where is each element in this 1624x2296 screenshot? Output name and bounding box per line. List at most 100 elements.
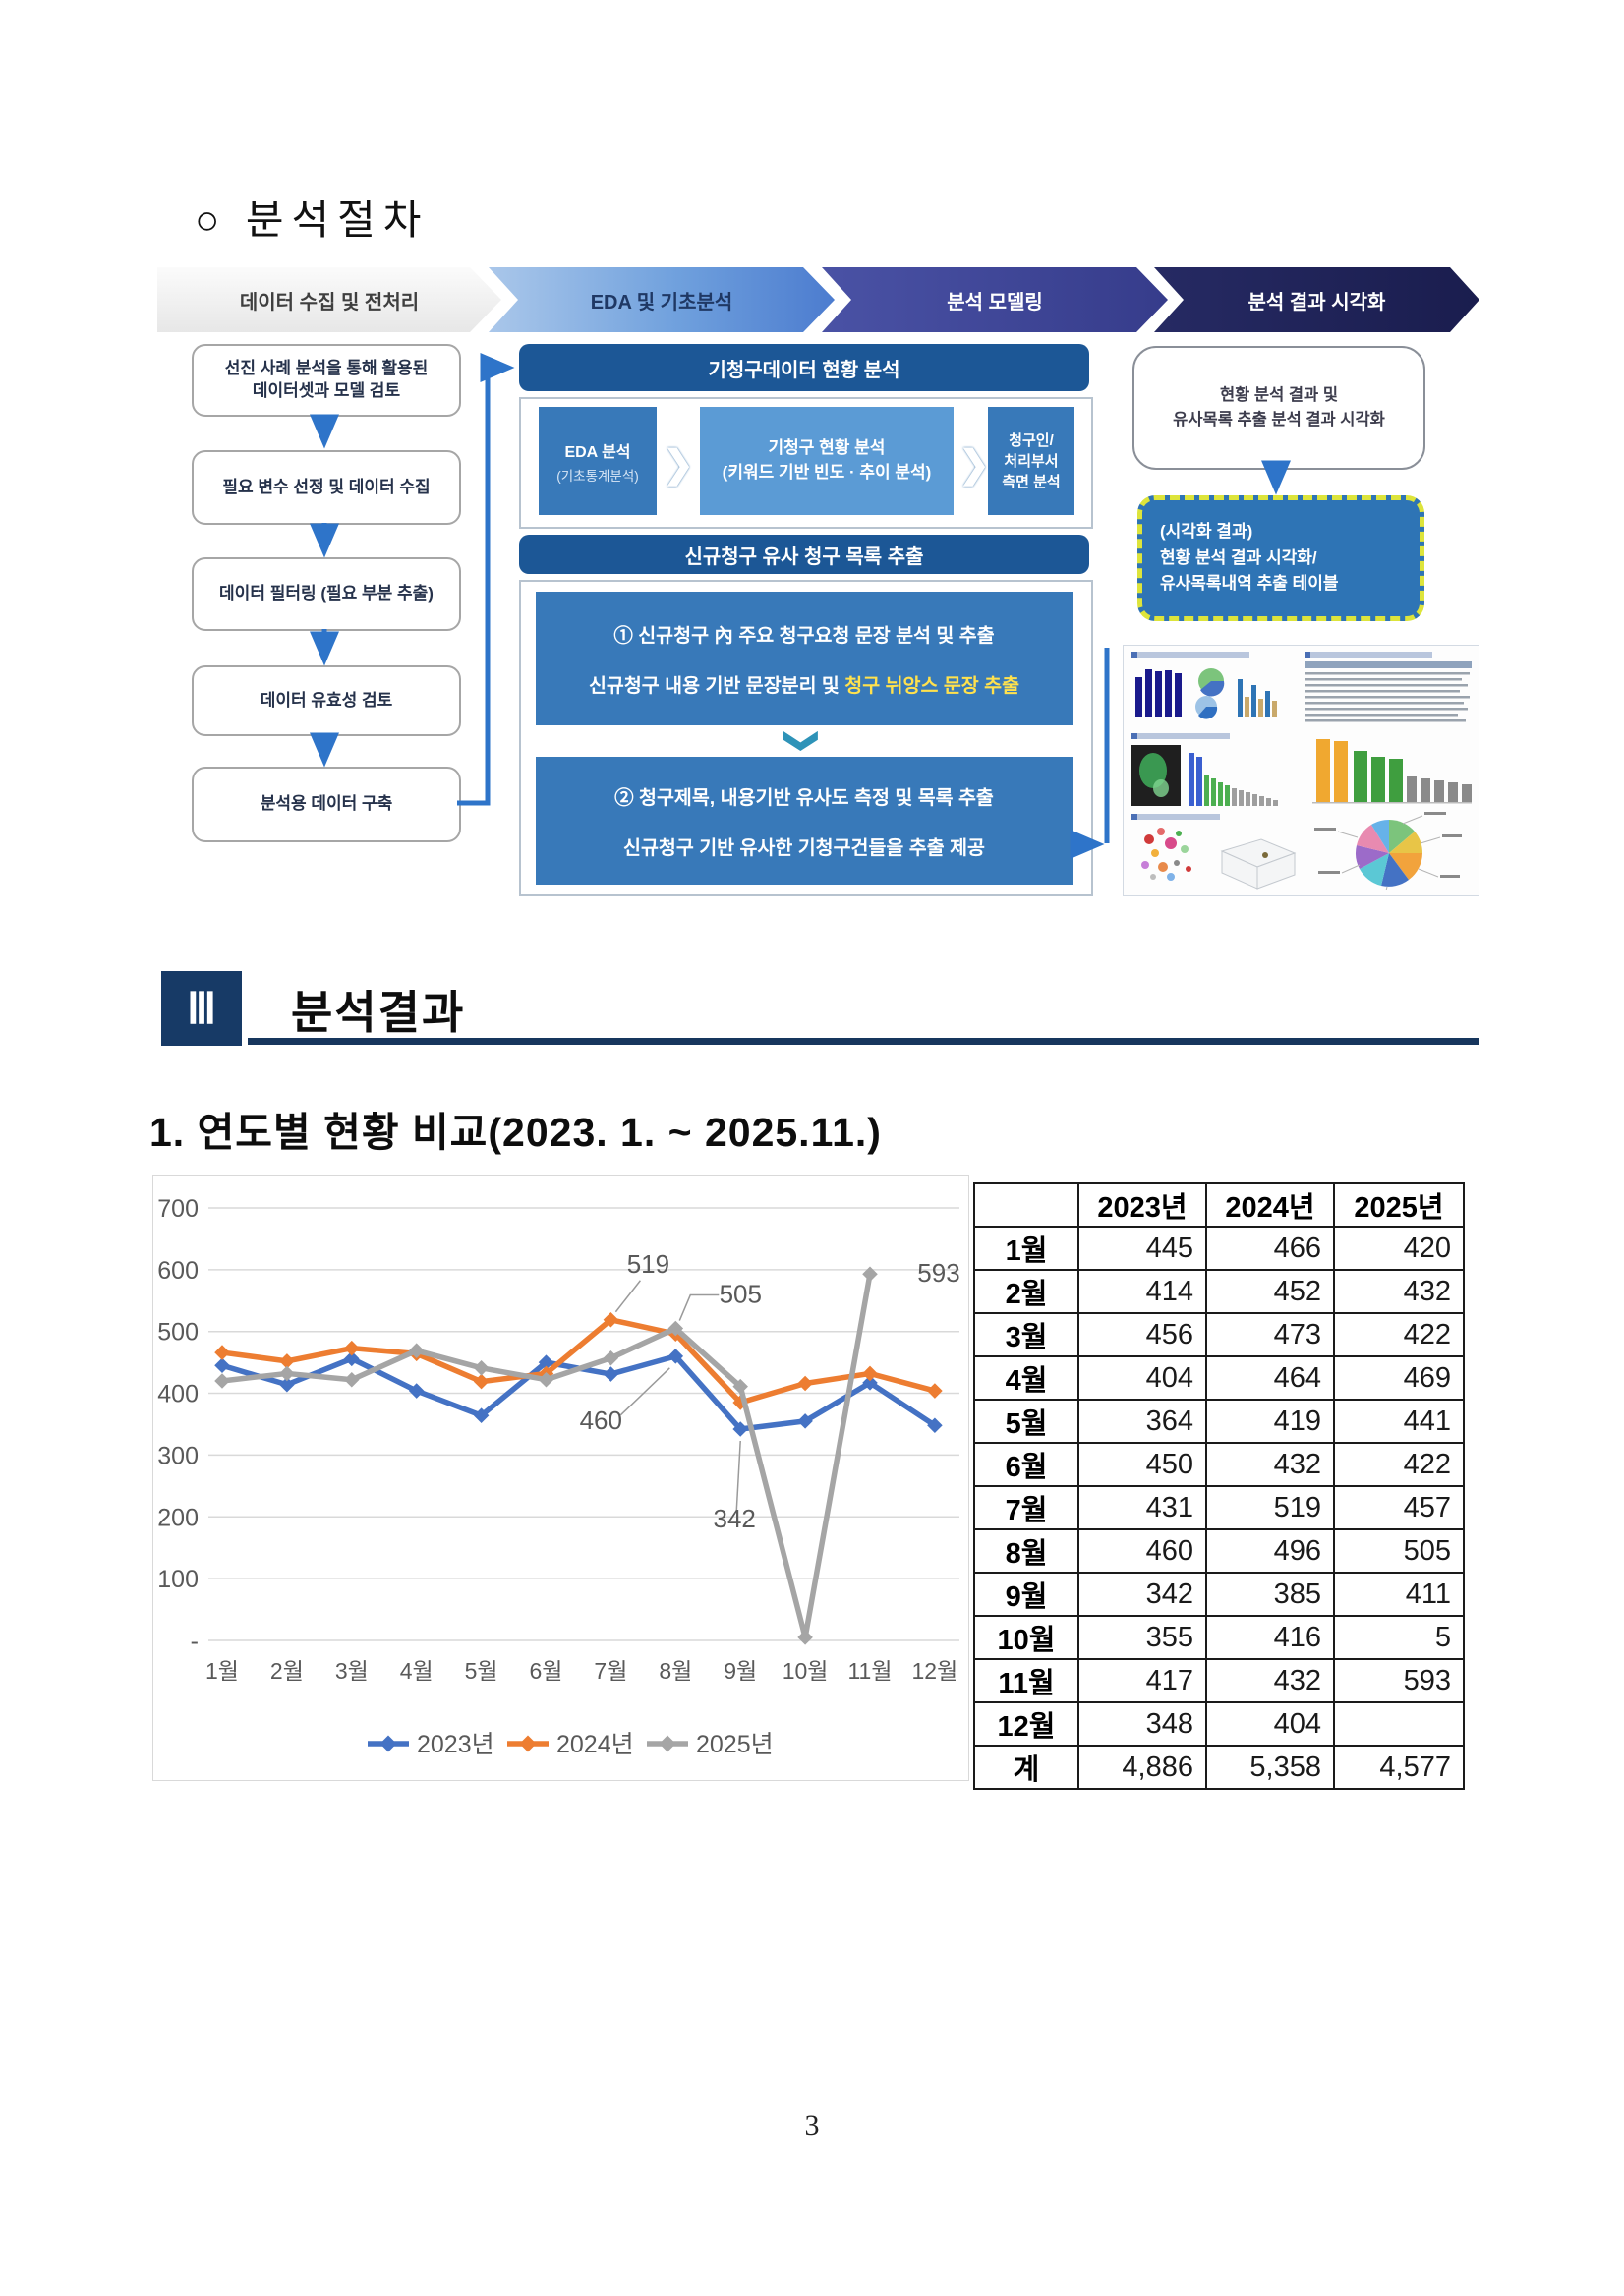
task2-line2: 신규청구 기반 유사한 기청구건들을 추출 제공: [623, 837, 985, 859]
svg-text:200: 200: [157, 1504, 199, 1531]
table-value-cell: 469: [1333, 1355, 1465, 1401]
table-value-cell: 416: [1205, 1615, 1335, 1660]
claimant-department-box: 청구인/ 처리부서 측면 분석: [988, 407, 1074, 515]
svg-text:2023년: 2023년: [417, 1731, 494, 1758]
step-select-variables: 필요 변수 선정 및 데이터 수집: [192, 450, 461, 525]
table-value-cell: 473: [1205, 1312, 1335, 1357]
monthly-trend-line-chart: 700 600 500 400 300 200 100 -1월 2월 3월 4월 5월 6월 7월 8월 9월…: [152, 1175, 969, 1781]
table-value-cell: 457: [1333, 1485, 1465, 1530]
thumbnail-scatter-map: [1128, 812, 1301, 891]
thumbnail-result-table: [1303, 650, 1476, 729]
phase-chevron-modeling: 분석 모델링: [822, 267, 1168, 332]
existing-claims-analysis-header: 기청구데이터 현황 분석: [519, 344, 1089, 391]
page-number: 3: [804, 2109, 820, 2142]
table-month-cell: 6월: [973, 1442, 1079, 1487]
svg-text:5월: 5월: [465, 1658, 498, 1684]
table-value-cell: 452: [1205, 1269, 1335, 1314]
table-value-cell: 456: [1077, 1312, 1207, 1357]
task2-line1: ② 청구제목, 내용기반 유사도 측정 및 목록 추출: [614, 787, 994, 809]
table-row: 10월 355 416 5: [973, 1615, 1465, 1660]
phase-chevron-data-collection: 데이터 수집 및 전처리: [157, 267, 501, 332]
table-header-cell: 2023년: [1077, 1182, 1207, 1228]
table-value-cell: 460: [1077, 1528, 1207, 1574]
result-thumbnails-panel: [1123, 645, 1479, 896]
svg-text:-: -: [191, 1628, 199, 1655]
table-month-cell: 10월: [973, 1615, 1079, 1660]
svg-text:10월: 10월: [783, 1658, 829, 1684]
svg-text:2월: 2월: [270, 1658, 304, 1684]
table-value-cell: 420: [1333, 1226, 1465, 1271]
svg-text:505: 505: [720, 1280, 762, 1309]
svg-text:2024년: 2024년: [556, 1731, 634, 1758]
table-value-cell: 432: [1205, 1658, 1335, 1703]
monthly-data-table: 2023년 2024년 2025년 1월 445 466 420 2월 414 452 432 3월 4…: [973, 1182, 1465, 1790]
table-value-cell: 593: [1333, 1658, 1465, 1703]
table-value-cell: 450: [1077, 1442, 1207, 1487]
table-row: 6월 450 432 422: [973, 1442, 1465, 1487]
svg-text:11월: 11월: [847, 1658, 892, 1684]
chevron-right-icon: ❯: [663, 444, 694, 486]
table-value-cell: 5: [1333, 1615, 1465, 1660]
eda-analysis-box: EDA 분석 (기초통계분석): [539, 407, 657, 515]
table-month-cell: 9월: [973, 1572, 1079, 1617]
section-numeral: Ⅲ: [186, 984, 217, 1033]
chevron-down-icon: ❯: [783, 726, 822, 756]
svg-text:593: 593: [917, 1258, 959, 1288]
table-value-cell: 441: [1333, 1399, 1465, 1444]
table-row: 3월 456 473 422: [973, 1312, 1465, 1357]
table-value-cell: 432: [1333, 1269, 1465, 1314]
table-row: 7월 431 519 457: [973, 1485, 1465, 1530]
table-month-cell: 12월: [973, 1701, 1079, 1747]
table-row: 1월 445 466 420: [973, 1226, 1465, 1271]
similar-claims-extraction-header: 신규청구 유사 청구 목록 추출: [519, 535, 1089, 574]
task1-line2: 신규청구 내용 기반 문장분리 및 청구 뉘앙스 문장 추출: [588, 675, 1020, 697]
table-value-cell: 417: [1077, 1658, 1207, 1703]
visualization-summary-box: 현황 분석 결과 및 유사목록 추출 분석 결과 시각화: [1132, 346, 1425, 470]
table-value-cell: 422: [1333, 1442, 1465, 1487]
section-underline: [248, 1038, 1479, 1045]
svg-text:519: 519: [627, 1249, 669, 1279]
highlighted-text: 청구 뉘앙스 문장 추출: [844, 675, 1020, 697]
svg-text:4월: 4월: [400, 1658, 434, 1684]
table-value-cell: 466: [1205, 1226, 1335, 1271]
table-value-cell: 355: [1077, 1615, 1207, 1660]
svg-text:300: 300: [157, 1442, 199, 1469]
section-title: 분석결과: [291, 987, 466, 1038]
chevron-right-icon: ❯: [958, 444, 990, 486]
eda-box-title: EDA 분석: [564, 443, 631, 461]
table-value-cell: 496: [1205, 1528, 1335, 1574]
table-value-cell: 4,886: [1077, 1745, 1207, 1790]
table-value-cell: 431: [1077, 1485, 1207, 1530]
similarity-measure-task-box: ② 청구제목, 내용기반 유사도 측정 및 목록 추출 신규청구 기반 유사한 …: [536, 757, 1073, 885]
table-value-cell: 404: [1205, 1701, 1335, 1747]
page-section-heading: ○ 분석절차: [195, 199, 430, 244]
table-header-cell: [973, 1182, 1079, 1228]
table-value-cell: 505: [1333, 1528, 1465, 1574]
svg-text:1월: 1월: [205, 1658, 239, 1684]
line-chart-svg: 700 600 500 400 300 200 100 -1월 2월 3월 4월 5월 6월 7월 8월 9월…: [157, 1195, 959, 1758]
table-month-cell: 11월: [973, 1658, 1079, 1703]
subsection-title: 1. 연도별 현황 비교(2023. 1. ~ 2025.11.): [149, 1110, 882, 1155]
table-value-cell: 445: [1077, 1226, 1207, 1271]
table-month-cell: 계: [973, 1745, 1079, 1790]
thumbnail-keyword-bar-chart: [1303, 731, 1476, 811]
svg-text:3월: 3월: [335, 1658, 369, 1684]
thumbnail-pie-chart: [1303, 812, 1476, 891]
svg-text:500: 500: [157, 1319, 199, 1347]
table-month-cell: 1월: [973, 1226, 1079, 1271]
table-row: 5월 364 419 441: [973, 1399, 1465, 1444]
table-row: 2월 414 452 432: [973, 1269, 1465, 1314]
table-value-cell: 5,358: [1205, 1745, 1335, 1790]
table-row: 8월 460 496 505: [973, 1528, 1465, 1574]
table-value-cell: 519: [1205, 1485, 1335, 1530]
svg-text:400: 400: [157, 1381, 199, 1408]
svg-text:342: 342: [714, 1504, 756, 1533]
svg-text:460: 460: [580, 1406, 622, 1435]
step-build-dataset: 분석용 데이터 구축: [192, 767, 461, 842]
table-value-cell: [1333, 1701, 1465, 1747]
table-row: 9월 342 385 411: [973, 1572, 1465, 1617]
visualization-result-box: (시각화 결과) 현황 분석 결과 시각화/ 유사목록내역 추출 테이블: [1137, 495, 1424, 621]
table-row: 계 4,886 5,358 4,577: [973, 1745, 1465, 1790]
thumbnail-region-bar-chart: [1128, 731, 1301, 811]
svg-text:100: 100: [157, 1566, 199, 1593]
